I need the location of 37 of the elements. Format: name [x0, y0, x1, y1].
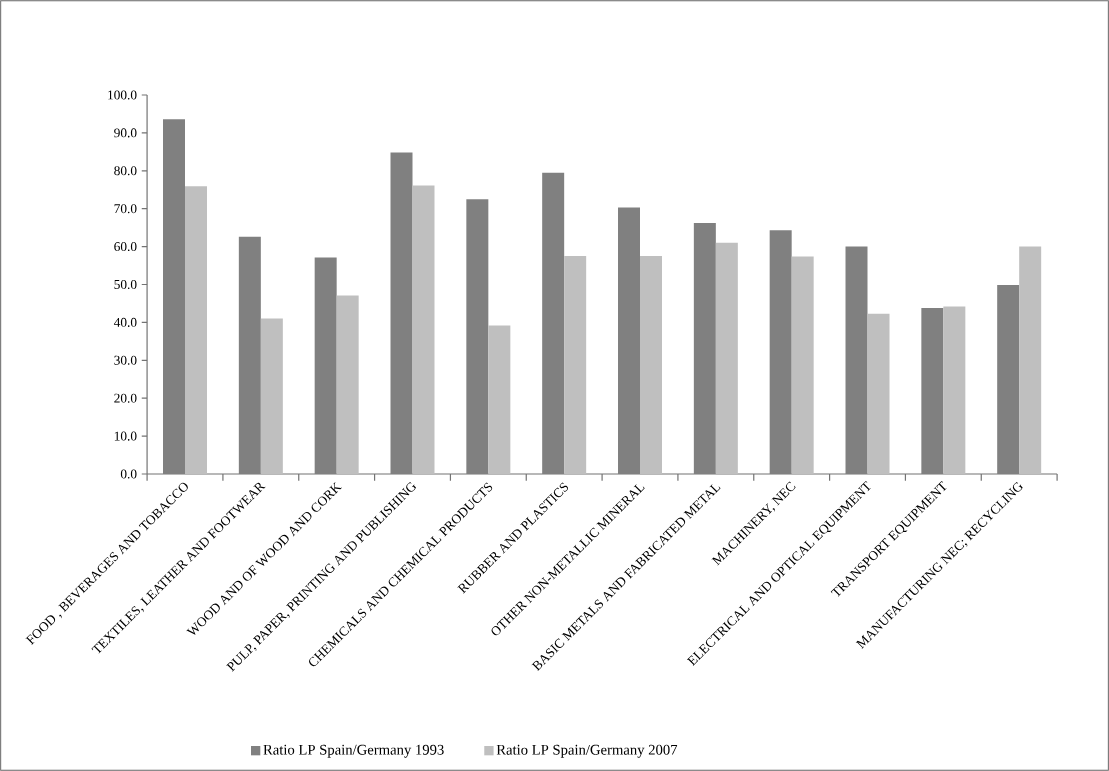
y-tick-label: 10.0 — [114, 431, 137, 441]
legend-label: Ratio LP Spain/Germany 2007 — [496, 744, 678, 758]
bar — [412, 185, 435, 474]
bar — [997, 284, 1020, 474]
bar — [390, 152, 413, 474]
bar — [238, 236, 261, 474]
bar — [640, 256, 663, 474]
bar — [314, 257, 337, 474]
bar — [163, 119, 185, 474]
bar — [618, 207, 641, 474]
bar — [185, 186, 207, 474]
bar — [769, 230, 792, 474]
bar — [943, 306, 966, 474]
bar — [488, 325, 511, 474]
y-tick-label: 20.0 — [114, 393, 137, 403]
bar — [1019, 246, 1042, 474]
bar — [791, 256, 814, 474]
bar — [715, 242, 738, 474]
bar — [564, 256, 587, 474]
legend-label: Ratio LP Spain/Germany 1993 — [263, 744, 444, 758]
bar — [542, 172, 565, 474]
y-tick-label: 0.0 — [120, 469, 137, 479]
y-tick-label: 50.0 — [114, 279, 137, 290]
y-tick-label: 60.0 — [114, 242, 137, 252]
bar — [336, 295, 359, 474]
y-tick-label: 80.0 — [114, 166, 137, 176]
y-tick-label: 90.0 — [114, 128, 137, 138]
y-tick-label: 100.0 — [108, 90, 137, 100]
bar — [260, 318, 283, 474]
bar — [867, 313, 890, 474]
y-tick-label: 30.0 — [114, 355, 137, 365]
bar — [693, 223, 716, 474]
bar — [845, 246, 868, 474]
bar — [466, 199, 489, 474]
bar — [921, 307, 944, 474]
y-tick-label: 70.0 — [114, 204, 137, 214]
y-tick-label: 40.0 — [113, 317, 137, 327]
